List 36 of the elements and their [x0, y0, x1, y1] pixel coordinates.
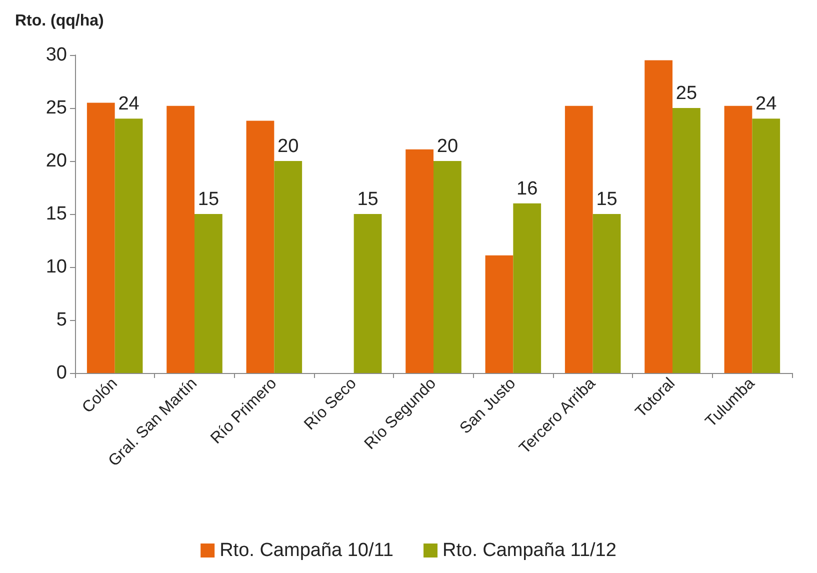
bar: [194, 214, 222, 373]
y-tick-label: 25: [46, 98, 67, 118]
bar: [564, 106, 593, 373]
data-label: 24: [118, 94, 140, 115]
bar: [434, 161, 462, 373]
y-tick-label: 15: [46, 204, 67, 224]
y-axis-title: Rto. (qq/ha): [15, 12, 104, 30]
y-tick-label: 0: [56, 362, 67, 384]
bar: [513, 203, 542, 373]
bar: [354, 214, 382, 373]
bar: [166, 106, 194, 373]
bar: [724, 106, 752, 373]
data-label: 25: [676, 83, 698, 104]
data-label: 15: [198, 189, 220, 210]
bar: [86, 102, 115, 373]
bar: [672, 108, 700, 373]
data-label: 15: [357, 189, 378, 210]
bar: [592, 214, 621, 373]
data-label: 24: [756, 94, 778, 115]
data-label: 20: [278, 136, 299, 157]
bar: [274, 161, 302, 373]
legend-label: Rto. Campaña 11/12: [442, 540, 616, 561]
bar: [406, 149, 434, 373]
data-label: 20: [436, 136, 458, 157]
data-label: 15: [596, 189, 618, 210]
y-tick-label: 20: [46, 150, 67, 172]
y-tick-label: 10: [46, 256, 67, 278]
y-tick-label: 5: [56, 310, 67, 330]
y-tick-label: 30: [46, 44, 67, 66]
bar: [644, 60, 672, 373]
bar: [246, 120, 274, 373]
bar: [752, 118, 780, 373]
bar: [114, 118, 143, 373]
data-label: 16: [516, 178, 538, 200]
bar: [485, 255, 514, 373]
legend-label: Rto. Campaña 10/11: [220, 540, 394, 561]
